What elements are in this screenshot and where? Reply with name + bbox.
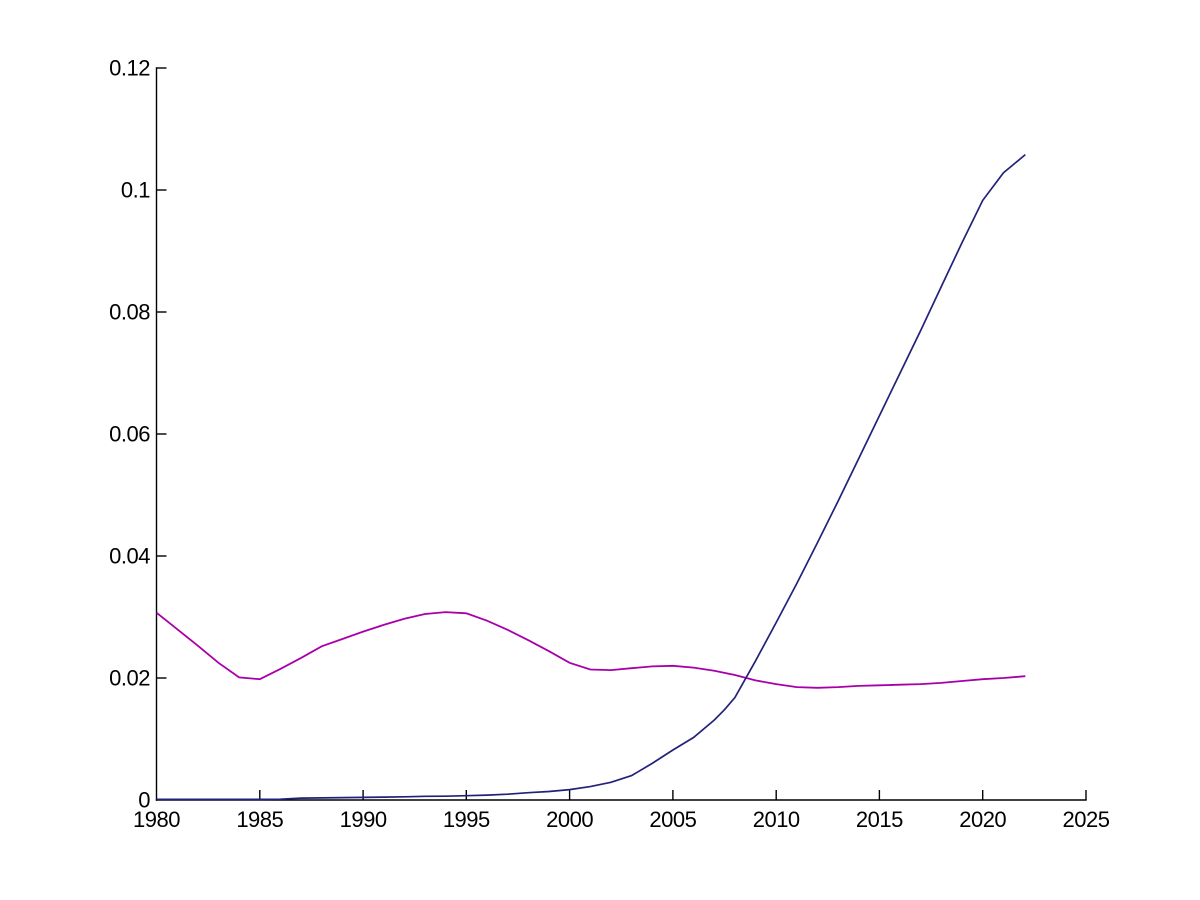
svg-text:2005: 2005: [649, 807, 696, 832]
svg-text:1990: 1990: [340, 807, 387, 832]
svg-text:0.08: 0.08: [109, 300, 150, 325]
svg-text:0.12: 0.12: [109, 56, 150, 81]
svg-text:1985: 1985: [236, 807, 283, 832]
svg-text:2025: 2025: [1063, 807, 1110, 832]
svg-text:2010: 2010: [753, 807, 800, 832]
svg-text:1980: 1980: [133, 807, 180, 832]
svg-text:2015: 2015: [856, 807, 903, 832]
svg-text:0: 0: [138, 788, 150, 813]
svg-text:1995: 1995: [443, 807, 490, 832]
svg-text:2000: 2000: [546, 807, 593, 832]
svg-text:0.02: 0.02: [109, 666, 150, 691]
svg-text:0.1: 0.1: [121, 178, 150, 203]
svg-text:0.06: 0.06: [109, 422, 150, 447]
svg-text:2020: 2020: [959, 807, 1006, 832]
svg-text:0.04: 0.04: [109, 544, 150, 569]
